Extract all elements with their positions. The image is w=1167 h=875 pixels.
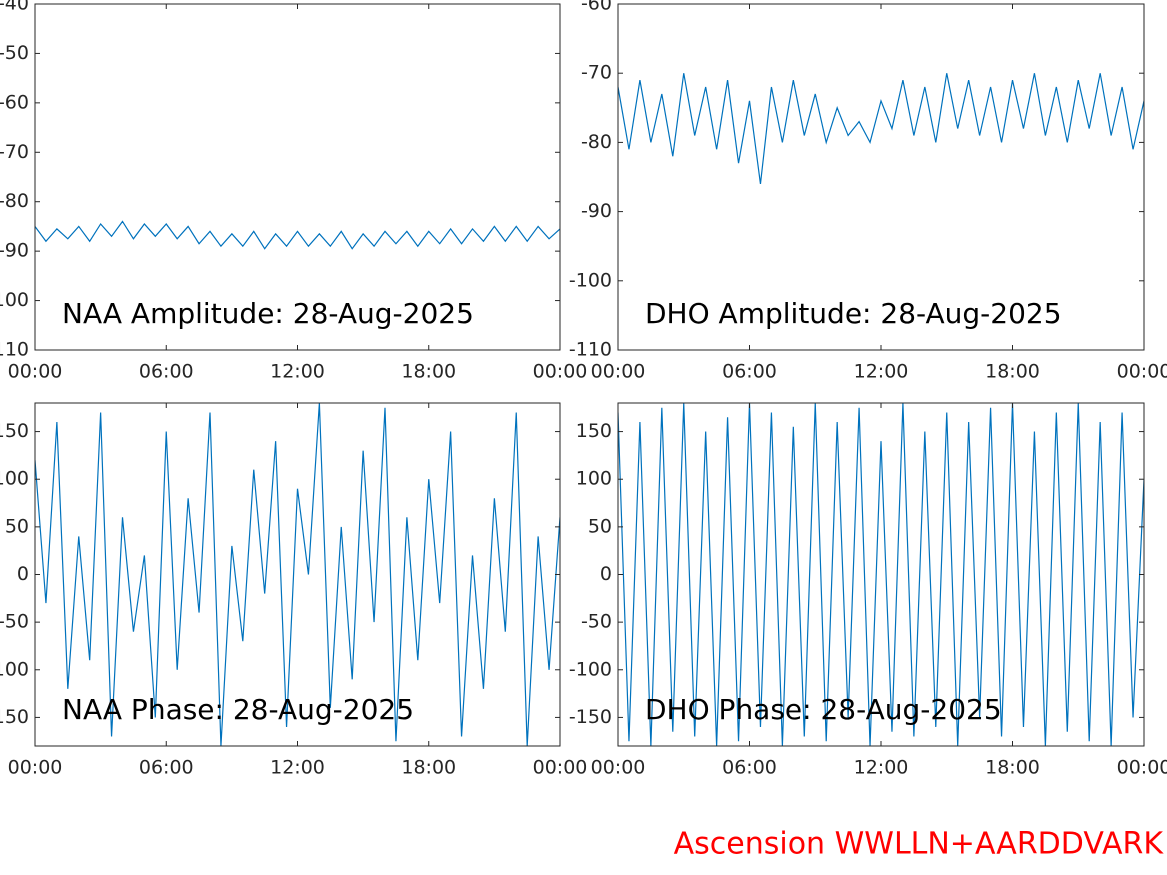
x-tick-label: 00:00	[1117, 361, 1167, 383]
y-tick-label: -80	[581, 131, 612, 153]
y-tick-label: 50	[588, 515, 612, 537]
y-tick-label: -70	[0, 141, 29, 163]
y-tick-label: -100	[0, 289, 29, 311]
y-tick-label: -110	[0, 339, 29, 361]
plot-area	[35, 403, 560, 746]
y-tick-label: -50	[581, 611, 612, 633]
x-tick-label: 06:00	[139, 757, 194, 779]
x-tick-label: 18:00	[985, 361, 1040, 383]
x-tick-label: 18:00	[401, 361, 456, 383]
annotation: NAA Phase: 28-Aug-2025	[62, 693, 414, 726]
data-line	[35, 220, 560, 250]
x-tick-label: 00:00	[1117, 757, 1167, 779]
x-tick-label: 00:00	[533, 757, 588, 779]
x-tick-label: 00:00	[8, 361, 63, 383]
data-line	[618, 403, 1144, 746]
x-tick-label: 00:00	[591, 757, 646, 779]
x-tick-label: 00:00	[8, 757, 63, 779]
x-tick-label: 00:00	[533, 361, 588, 383]
axes: -110 -100 -90 -80 -70 -60 00:00 06:00 12:00 18:00…	[569, 0, 1167, 383]
y-tick-label: 150	[0, 420, 29, 442]
y-tick-label: -60	[581, 0, 612, 15]
y-tick-label: -80	[0, 190, 29, 212]
y-tick-label: -50	[0, 611, 29, 633]
x-tick-label: 06:00	[722, 361, 777, 383]
x-tick-label: 06:00	[139, 361, 194, 383]
y-tick-label: 100	[0, 468, 29, 490]
y-tick-label: -100	[0, 658, 29, 680]
y-tick-label: -150	[569, 706, 612, 728]
annotation: DHO Amplitude: 28-Aug-2025	[645, 297, 1062, 330]
y-tick-label: -90	[0, 240, 29, 262]
y-tick-label: 150	[576, 420, 612, 442]
y-tick-label: -100	[569, 269, 612, 291]
x-tick-label: 12:00	[854, 361, 909, 383]
y-tick-label: -70	[581, 62, 612, 84]
y-tick-label: 50	[5, 515, 29, 537]
y-tick-label: -40	[0, 0, 29, 15]
y-tick-label: 0	[17, 563, 29, 585]
x-tick-label: 06:00	[722, 757, 777, 779]
data-line	[618, 73, 1144, 184]
x-tick-label: 12:00	[854, 757, 909, 779]
y-tick-label: -150	[0, 706, 29, 728]
y-tick-label: 100	[576, 468, 612, 490]
x-tick-label: 12:00	[270, 361, 325, 383]
plot-area	[35, 4, 560, 350]
y-tick-label: 0	[600, 563, 612, 585]
y-tick-label: -50	[0, 42, 29, 64]
footer: Ascension WWLLN+AARDDVARK	[674, 827, 1165, 862]
y-tick-label: -100	[569, 658, 612, 680]
plot-area	[618, 4, 1144, 350]
axes: -150 -100 -50 0 50 100 150 00:00 06:00 12:00 18:00…	[0, 402, 588, 779]
axes: -110 -100 -90 -80 -70 -60 -50 -40 00:00 06:00 12:0…	[0, 0, 587, 383]
y-tick-label: -90	[581, 200, 612, 222]
x-tick-label: 18:00	[401, 757, 456, 779]
annotation: NAA Amplitude: 28-Aug-2025	[62, 297, 474, 330]
annotation: DHO Phase: 28-Aug-2025	[645, 693, 1002, 726]
axes: -150 -100 -50 0 50 100 150 00:00 06:00 12:00 18:00…	[569, 402, 1167, 779]
plot-area	[618, 403, 1144, 746]
y-tick-label: -60	[0, 91, 29, 113]
x-tick-label: 12:00	[270, 757, 325, 779]
x-tick-label: 00:00	[591, 361, 646, 383]
data-line	[35, 403, 560, 746]
x-tick-label: 18:00	[985, 757, 1040, 779]
y-tick-label: -110	[569, 339, 612, 361]
